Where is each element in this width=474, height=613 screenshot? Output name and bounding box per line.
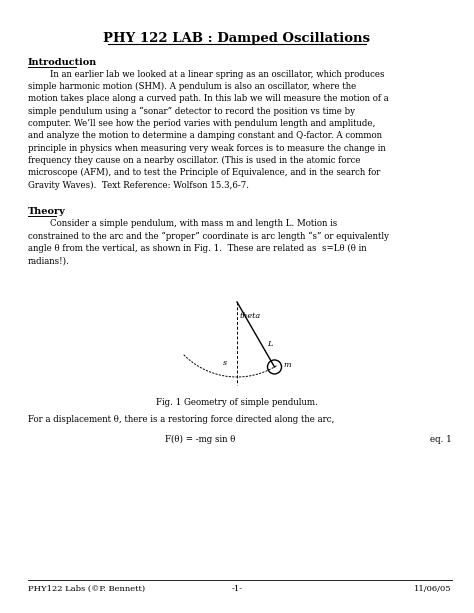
Text: In an earlier lab we looked at a linear spring as an oscillator, which produces
: In an earlier lab we looked at a linear …: [28, 70, 389, 189]
Text: eq. 1: eq. 1: [430, 435, 452, 444]
Text: m: m: [283, 361, 291, 369]
Text: Consider a simple pendulum, with mass m and length L. Motion is
constrained to t: Consider a simple pendulum, with mass m …: [28, 219, 389, 265]
Text: s: s: [223, 359, 227, 367]
Text: Fig. 1 Geometry of simple pendulum.: Fig. 1 Geometry of simple pendulum.: [156, 398, 318, 407]
Text: L: L: [267, 340, 273, 348]
Text: Introduction: Introduction: [28, 58, 97, 67]
Text: F(θ) = -mg sin θ: F(θ) = -mg sin θ: [165, 435, 236, 444]
Text: For a displacement θ, there is a restoring force directed along the arc,: For a displacement θ, there is a restori…: [28, 415, 334, 424]
Text: theta: theta: [240, 312, 261, 320]
Text: PHY 122 LAB : Damped Oscillations: PHY 122 LAB : Damped Oscillations: [103, 32, 371, 45]
Text: PHY122 Labs (©P. Bennett): PHY122 Labs (©P. Bennett): [28, 585, 145, 593]
Text: 11/06/05: 11/06/05: [414, 585, 452, 593]
Text: Theory: Theory: [28, 207, 66, 216]
Text: -1-: -1-: [231, 585, 243, 593]
